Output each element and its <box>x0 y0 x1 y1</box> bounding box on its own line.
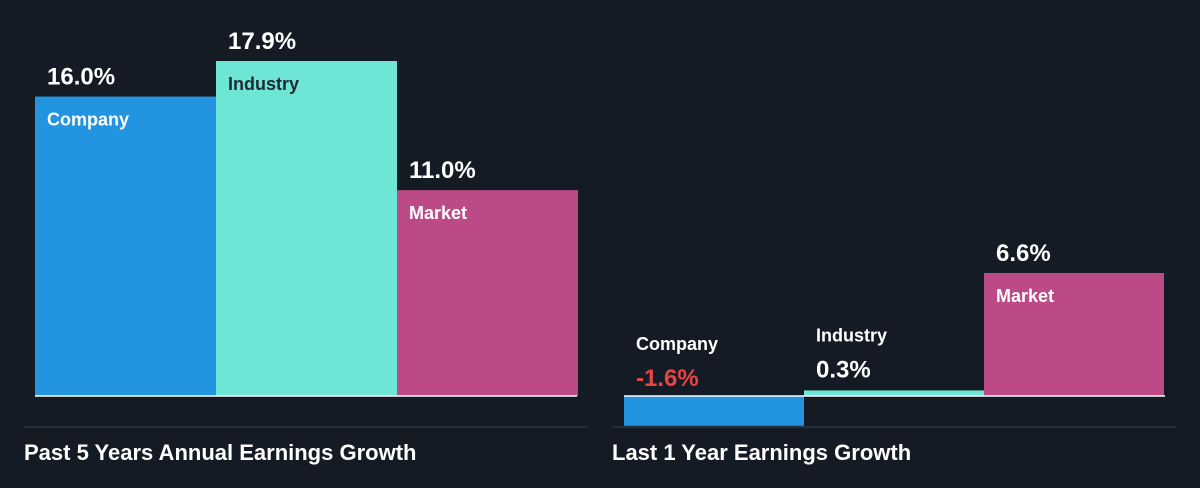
p5y-category-label-company: Company <box>47 110 129 130</box>
p1y-value-label-market: 6.6% <box>996 240 1051 267</box>
p1y-bar-company <box>624 396 804 426</box>
p1y-category-label-company: Company <box>636 334 718 354</box>
p5y-bar-industry <box>216 61 397 396</box>
p5y-value-label-market: 11.0% <box>409 157 476 184</box>
p5y-bar-company <box>35 96 216 397</box>
p5y-value-label-company: 16.0% <box>47 64 115 91</box>
p1y-value-label-industry: 0.3% <box>816 356 871 383</box>
p1y-value-label-company: -1.6% <box>636 365 699 392</box>
p1y-bar-market <box>984 273 1164 396</box>
p5y-value-label-industry: 17.9% <box>228 28 296 55</box>
p5y-bar-market <box>397 190 578 396</box>
p5y-category-label-market: Market <box>409 203 467 223</box>
p1y-category-label-market: Market <box>996 286 1054 306</box>
chart-title-last-1-year: Last 1 Year Earnings Growth <box>612 440 912 465</box>
p5y-category-label-industry: Industry <box>228 74 299 94</box>
p1y-bar-industry <box>804 390 984 396</box>
past-5-years-chart: Company 16.0% Industry 17.9% Market 11.0% <box>35 28 578 397</box>
chart-title-past-5-years: Past 5 Years Annual Earnings Growth <box>24 440 417 465</box>
last-1-year-chart: Company -1.6% Industry 0.3% Market 6.6% <box>624 240 1165 426</box>
p1y-category-label-industry: Industry <box>816 325 887 345</box>
